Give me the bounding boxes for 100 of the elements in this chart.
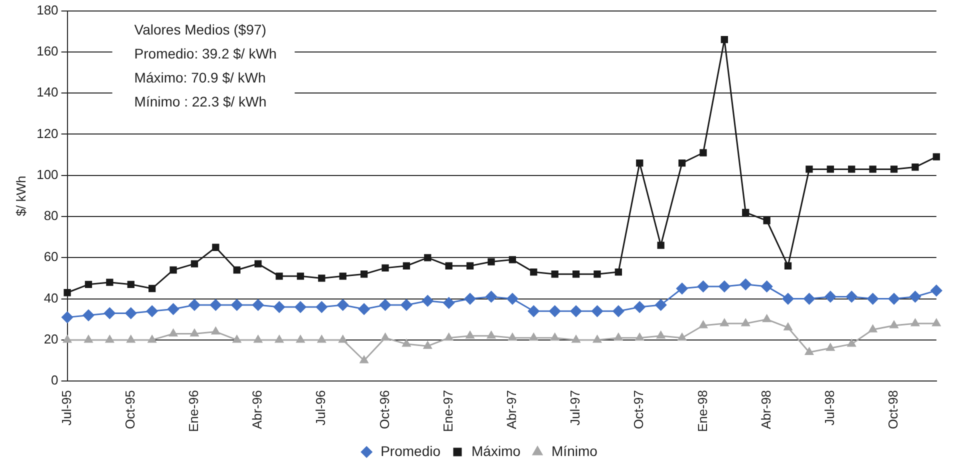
x-tick-label: Jul-96	[313, 390, 328, 426]
point	[549, 305, 561, 317]
point	[127, 280, 134, 288]
point	[464, 293, 476, 305]
point	[635, 333, 644, 341]
point	[508, 256, 516, 264]
point	[231, 299, 243, 311]
point	[784, 262, 792, 270]
point	[824, 290, 836, 302]
x-tick-label: Abr-97	[504, 390, 520, 430]
point	[932, 318, 941, 326]
x-tick-label: Abr-98	[758, 390, 774, 430]
point	[170, 266, 177, 274]
point	[572, 270, 580, 278]
point	[529, 333, 538, 341]
point	[593, 335, 602, 343]
legend-label: Mínimo	[552, 442, 598, 459]
point	[444, 333, 454, 341]
point	[422, 295, 434, 307]
point	[846, 290, 858, 302]
annotation: Promedio: 39.2 $/ kWh	[134, 46, 277, 62]
y-tick-label: 120	[36, 126, 58, 141]
point	[402, 262, 410, 270]
point	[125, 307, 137, 319]
point	[190, 260, 198, 268]
point	[848, 166, 856, 173]
point	[62, 312, 74, 324]
point	[485, 290, 497, 302]
y-axis-title: $/ kWh	[13, 176, 28, 216]
point	[402, 339, 411, 347]
point	[360, 270, 368, 278]
point	[869, 166, 876, 173]
point	[487, 331, 496, 339]
point	[84, 280, 92, 288]
point	[488, 258, 495, 266]
point	[400, 299, 412, 311]
point	[232, 335, 242, 343]
y-tick-label: 100	[36, 166, 58, 182]
point	[423, 341, 432, 349]
point	[190, 329, 199, 337]
point	[909, 290, 921, 302]
x-tick-label: Ene-96	[186, 390, 202, 432]
point	[318, 274, 326, 282]
point	[551, 270, 558, 278]
point	[210, 299, 222, 311]
point	[806, 166, 813, 173]
point	[254, 335, 262, 343]
point	[188, 299, 200, 311]
point	[233, 266, 240, 274]
point	[612, 305, 624, 317]
point	[360, 356, 368, 364]
point	[148, 335, 156, 343]
point	[380, 299, 392, 311]
point	[508, 333, 517, 341]
y-tick-label: 20	[44, 332, 58, 347]
x-tick-label: Oct-97	[631, 390, 646, 430]
point	[317, 335, 326, 343]
point	[466, 331, 474, 339]
point	[254, 260, 262, 268]
point	[890, 320, 898, 328]
x-tick-label: Ene-98	[694, 390, 710, 432]
point	[697, 280, 709, 292]
point	[572, 335, 580, 343]
point	[82, 310, 94, 322]
point	[657, 242, 664, 249]
point	[445, 262, 452, 270]
point	[910, 318, 920, 326]
y-tick-label: 160	[36, 44, 58, 59]
point	[782, 293, 794, 305]
point	[466, 262, 474, 270]
point	[443, 297, 455, 309]
point	[761, 280, 773, 292]
y-tick-label: 180	[36, 2, 58, 18]
point	[700, 149, 707, 156]
point	[591, 305, 603, 317]
point	[211, 326, 220, 334]
point	[274, 301, 286, 313]
point	[784, 322, 792, 330]
point	[169, 329, 178, 337]
point	[338, 335, 348, 343]
point	[104, 307, 116, 319]
point	[868, 324, 878, 332]
y-tick-label: 60	[44, 249, 58, 264]
point	[720, 318, 729, 326]
point	[762, 314, 772, 322]
legend-label: Promedio	[380, 442, 441, 459]
point	[381, 333, 390, 341]
point	[888, 293, 900, 305]
point	[867, 293, 879, 305]
point	[656, 331, 666, 339]
point	[742, 208, 750, 216]
point	[826, 166, 834, 173]
point	[148, 284, 156, 292]
point	[106, 278, 114, 286]
point	[506, 293, 518, 305]
point	[614, 333, 623, 341]
x-tick-label: Jul-97	[568, 390, 583, 426]
point	[358, 303, 370, 315]
x-tick-label: Ene-97	[440, 390, 456, 432]
point	[636, 159, 644, 167]
